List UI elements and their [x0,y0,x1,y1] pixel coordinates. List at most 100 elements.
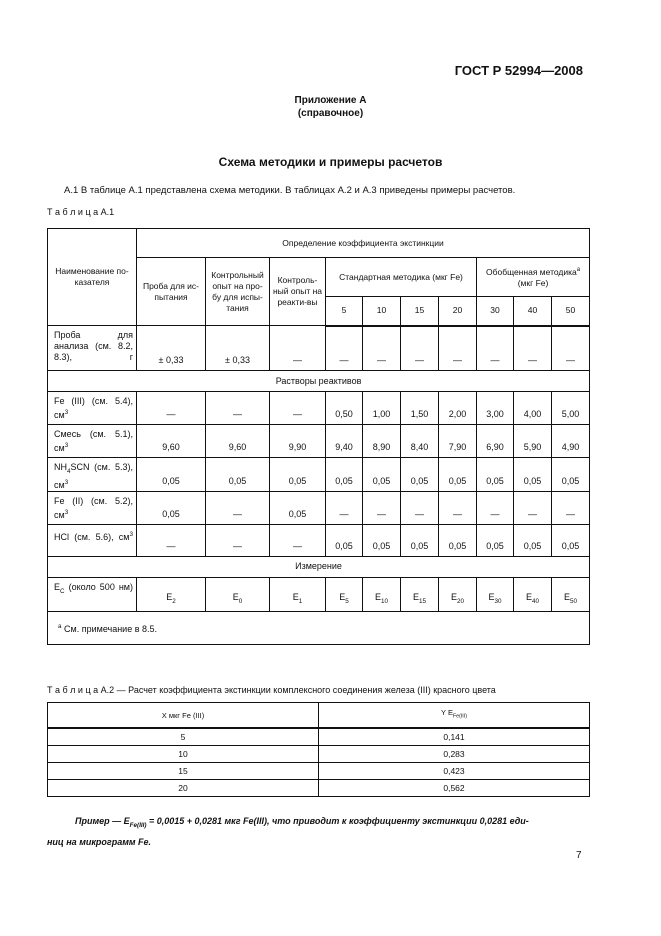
x-value: 20 [47,779,319,797]
table-row: Смесь (см. 5.1), см3 9,60 9,60 9,90 9,40 8,90… [47,424,591,458]
amount-header: 5 [325,296,363,327]
cell-value: E1 [269,576,326,612]
cell-value: 0,05 [550,523,591,557]
cell-value: 0,05 [269,457,326,492]
e-symbol: E [232,592,239,602]
cell-value: 0,05 [476,457,514,492]
footnote-text: См. примечание в 8.5. [64,623,158,634]
table1-caption: Т а б л и ц а А.1 [47,207,115,217]
label-sub: C [60,587,65,595]
label-text: NH [54,462,67,472]
cell-value: — [513,325,552,371]
cell-value: 9,40 [325,424,363,458]
header-control-reagents: Контроль-ный опыт на реакти-вы [269,257,326,326]
cell-value: — [400,490,439,525]
cell-value: E2 [136,576,206,612]
example-continuation: ниц на микрограмм Fe. [47,836,152,847]
e-sub: 40 [532,597,540,605]
cell-value: 0,05 [400,523,439,557]
label-sub: 4 [67,467,71,475]
e-sub: 5 [345,597,349,605]
header-group: Определение коэффициента экстинкции [135,228,591,258]
cell-value: 0,05 [550,457,591,492]
x-value: 15 [47,762,319,780]
header-y: Y EFe(III) [318,702,590,729]
e-symbol: E [292,592,299,602]
cell-value: — [438,490,477,525]
e-symbol: E [488,592,495,602]
e-symbol: E [374,592,381,602]
cell-value: 2,00 [438,391,477,425]
footnote-ref: a [576,267,581,274]
cell-value: 3,00 [476,391,514,425]
amount-header: 10 [362,296,401,327]
table2-caption: Т а б л и ц а А.2 — Расчет коэффициента … [47,685,496,695]
amount-header: 30 [476,296,514,327]
example-sub: Fe(III) [129,821,147,829]
generalized-label: Обобщенная методика [486,266,577,277]
cell-value: E10 [362,576,401,612]
table-row: 20 0,562 [47,779,590,797]
table-row: Проба для анализа (см. 8.2, 8.3), г ± 0,3… [47,325,591,371]
cell-value: E20 [438,576,477,612]
cell-value: 9,90 [269,424,326,458]
cell-value: E50 [550,576,591,612]
row-label: EC (около 500 нм) [47,576,137,612]
header-control-sample: Контрольный опыт на про-бу для испы-тани… [205,257,270,326]
cell-value: 6,90 [476,424,514,458]
e-symbol: E [412,592,419,602]
appendix-title: Приложение А [294,95,367,106]
table-a2: X мкг Fe (III) Y EFe(III) 5 0,141 10 0,283 1… [47,702,590,797]
appendix-subtitle: (справочное) [297,108,364,119]
cell-value: E15 [400,576,439,612]
y-sub: Fe(III) [452,713,467,720]
y-label: Y E [441,708,453,718]
row-label: Fe (III) (см. 5.4), см3 [47,391,137,425]
cell-value: — [362,325,401,371]
cell-value: — [550,325,591,371]
y-value: 0,141 [318,727,590,746]
e-sub: 0 [238,597,243,605]
amount-header: 15 [400,296,439,327]
row-label: Проба для анализа (см. 8.2, 8.3), г [47,325,137,371]
table-row: 10 0,283 [47,745,590,763]
cell-value: — [205,490,270,525]
e-sub: 2 [172,597,176,605]
table-row: Fe (II) (см. 5.2), см3 0,05—0,05— — — — — — — [47,490,591,525]
e-symbol: E [564,592,571,602]
cell-value: — [136,523,206,557]
cell-value: — [438,325,477,371]
cell-value: — [269,523,326,557]
cell-value: E0 [205,576,270,612]
cell-value: 0,50 [325,391,363,425]
label-sup: 3 [64,442,69,449]
cell-value: 8,90 [362,424,401,458]
amount-header: 40 [513,296,552,327]
cell-value: — [325,325,363,371]
e-symbol: E [525,592,532,602]
cell-value: — [513,490,552,525]
cell-value: E5 [325,576,363,612]
e-symbol: E [339,592,346,602]
table-a1: Наименование по-казателя Определение коэ… [46,228,591,645]
intro-paragraph: А.1 В таблице А.1 представлена схема мет… [64,185,516,196]
label-text: Проба для анализа (см. 8.2, 8.3), г [54,330,133,362]
e-symbol: E [166,592,173,602]
table-row: Fe (III) (см. 5.4), см3— — —0,50 1,00 1,50 2,… [47,391,591,425]
cell-value: E30 [476,576,514,612]
label-sup: 3 [129,530,133,538]
header-generalized-method: Обобщенная методикаa (мкг Fe) [475,257,591,297]
y-value: 0,423 [318,762,590,780]
section-measurement: Измерение [46,555,591,578]
row-label: Fe (II) (см. 5.2), см3 [47,490,137,525]
label-sup: 3 [64,409,69,416]
cell-value: 0,05 [325,457,363,492]
cell-value: — [269,325,326,371]
e-symbol: E [450,592,457,602]
cell-value: 0,05 [438,523,477,557]
cell-value: E40 [513,576,552,612]
x-value: 5 [47,727,319,746]
cell-value: 0,05 [136,457,206,492]
header-indicator-name: Наименование по-казателя [47,228,137,326]
